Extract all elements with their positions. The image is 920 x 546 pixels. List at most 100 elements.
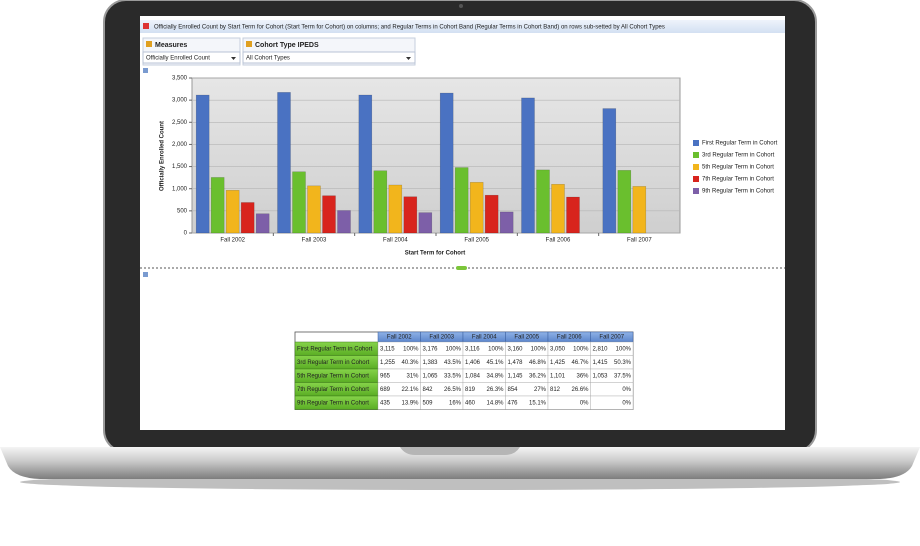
cell-percent: 36.2% xyxy=(529,373,547,379)
column-header-label: Fall 2005 xyxy=(514,335,539,341)
y-tick-label: 0 xyxy=(184,231,188,237)
cell-percent: 26.6% xyxy=(571,387,589,393)
cell-percent: 15.1% xyxy=(529,400,547,406)
bar xyxy=(521,97,535,234)
bar xyxy=(373,170,388,234)
app-icon xyxy=(143,23,149,29)
cell-count: 965 xyxy=(380,373,391,379)
plot-area xyxy=(191,77,681,234)
camera xyxy=(459,4,463,8)
cell-count: 1,415 xyxy=(593,360,609,366)
row-header-label: 5th Regular Term in Cohort xyxy=(297,373,369,379)
x-tick-label: Fall 2006 xyxy=(546,238,571,244)
cell-count: 509 xyxy=(423,400,434,406)
bar xyxy=(292,171,306,234)
cell-percent: 36% xyxy=(576,373,589,379)
cell-count: 1,084 xyxy=(465,373,481,379)
x-tick-label: Fall 2005 xyxy=(464,238,489,244)
cell-count: 1,383 xyxy=(423,360,439,366)
filter-dropdown[interactable] xyxy=(142,51,241,64)
cell-percent: 43.5% xyxy=(444,360,462,366)
cell-percent: 13.9% xyxy=(401,400,419,406)
cell-percent: 37.5% xyxy=(614,373,632,379)
bar xyxy=(210,177,225,234)
panel-icon xyxy=(143,68,148,73)
cell-percent: 100% xyxy=(531,346,547,352)
cell-count: 460 xyxy=(465,400,476,406)
cell-count: 1,065 xyxy=(423,373,439,379)
legend-label: First Regular Term in Cohort xyxy=(702,141,778,147)
cell-count: 3,160 xyxy=(508,346,524,352)
cell-count: 819 xyxy=(465,387,476,393)
cell-percent: 46.8% xyxy=(529,360,547,366)
cell-count: 1,425 xyxy=(550,360,566,366)
cell-count: 435 xyxy=(380,400,391,406)
y-axis-title: Officially Enrolled Count xyxy=(160,121,166,191)
filter-dropdown[interactable] xyxy=(242,51,416,64)
cell-count: 1,255 xyxy=(380,360,396,366)
table-cell xyxy=(590,395,634,410)
x-tick-label: Fall 2004 xyxy=(383,238,408,244)
bar xyxy=(322,195,336,234)
filter-icon xyxy=(146,41,152,47)
bar xyxy=(551,183,565,234)
bar xyxy=(499,211,514,234)
cell-percent: 16% xyxy=(449,400,462,406)
filter-value: Officially Enrolled Count xyxy=(146,56,210,62)
cell-percent: 100% xyxy=(488,346,504,352)
filter-label: Measures xyxy=(155,42,187,49)
x-tick-label: Fall 2002 xyxy=(220,238,245,244)
cell-percent: 0% xyxy=(580,400,589,406)
bar xyxy=(225,190,240,234)
y-tick-label: 3,500 xyxy=(172,76,188,82)
cell-count: 3,115 xyxy=(380,346,395,352)
bar xyxy=(418,212,433,234)
x-tick-label: Fall 2007 xyxy=(627,238,652,244)
splitter-handle[interactable] xyxy=(456,266,467,270)
legend-swatch xyxy=(693,164,699,170)
cell-percent: 27% xyxy=(534,387,547,393)
bar xyxy=(439,92,454,234)
column-header-label: Fall 2007 xyxy=(599,335,624,341)
bar xyxy=(307,185,321,234)
bar xyxy=(255,213,270,234)
panel-icon xyxy=(143,272,148,277)
bar xyxy=(469,182,484,234)
hinge-notch xyxy=(400,447,520,455)
bar xyxy=(388,184,403,234)
cell-percent: 100% xyxy=(616,346,632,352)
cell-count: 3,050 xyxy=(550,346,566,352)
cell-count: 3,116 xyxy=(465,346,480,352)
cell-percent: 100% xyxy=(403,346,419,352)
filter-icon xyxy=(246,41,252,47)
cell-percent: 46.7% xyxy=(571,360,589,366)
filter-label: Cohort Type IPEDS xyxy=(255,42,319,49)
cell-count: 3,176 xyxy=(423,346,439,352)
row-header-label: 3rd Regular Term in Cohort xyxy=(297,360,370,366)
column-header-label: Fall 2003 xyxy=(429,335,454,341)
legend-swatch xyxy=(693,188,699,194)
cell-count: 689 xyxy=(380,387,391,393)
cell-count: 1,145 xyxy=(508,373,524,379)
bar xyxy=(602,108,617,234)
cell-count: 1,053 xyxy=(593,373,609,379)
column-header-label: Fall 2006 xyxy=(557,335,582,341)
column-header-label: Fall 2002 xyxy=(387,335,412,341)
cell-percent: 0% xyxy=(622,387,631,393)
legend-label: 5th Regular Term in Cohort xyxy=(702,165,774,171)
legend-label: 7th Regular Term in Cohort xyxy=(702,177,774,183)
bar xyxy=(632,186,647,234)
x-tick-label: Fall 2003 xyxy=(302,238,327,244)
cell-percent: 31% xyxy=(406,373,419,379)
legend-swatch xyxy=(693,152,699,158)
bar xyxy=(337,210,351,234)
row-header-label: 7th Regular Term in Cohort xyxy=(297,387,369,393)
legend-swatch xyxy=(693,140,699,146)
cell-percent: 100% xyxy=(573,346,589,352)
legend-label: 3rd Regular Term in Cohort xyxy=(702,153,775,159)
bar xyxy=(566,196,580,234)
cell-percent: 22.1% xyxy=(401,387,419,393)
bar xyxy=(617,170,632,234)
cell-percent: 100% xyxy=(446,346,462,352)
